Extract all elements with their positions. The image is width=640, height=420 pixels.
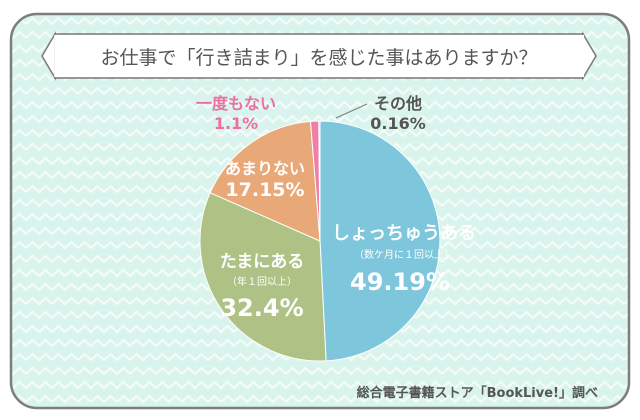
slice-always — [319, 120, 441, 362]
slice-sometimes — [199, 192, 327, 362]
title-box — [54, 33, 584, 79]
slice-value-never: 1.1% — [214, 114, 258, 133]
slice-label-other: その他 — [374, 94, 422, 113]
leader-line-other — [335, 103, 368, 119]
pie-slices — [199, 120, 441, 362]
chart-title: お仕事で「行き詰まり」を感じた事はありますか？ — [100, 47, 537, 69]
slice-value-sometimes: 32.4% — [220, 294, 303, 322]
slice-other — [318, 120, 321, 242]
slice-value-rarely: 17.15% — [225, 179, 304, 201]
slice-label-never: 一度もない — [196, 94, 276, 113]
pie-labels: しょっちゅうある （数ケ月に１回以上） 49.19% たまにある （年１回以上）… — [196, 94, 476, 322]
slice-sublabel-always: （数ケ月に１回以上） — [354, 248, 454, 261]
slice-label-rarely: あまりない — [225, 159, 305, 178]
slice-value-always: 49.19% — [350, 268, 450, 296]
slice-rarely — [209, 120, 321, 242]
slice-label-always: しょっちゅうある — [332, 223, 476, 244]
title-box-seam-left — [54, 35, 57, 77]
slice-value-other: 0.16% — [370, 114, 426, 133]
source-credit: 総合電子書籍ストア「BookLive!」調べ — [357, 385, 598, 401]
title-banner: お仕事で「行き詰まり」を感じた事はありますか？ — [41, 31, 597, 81]
slice-sublabel-sometimes: （年１回以上） — [227, 275, 297, 288]
title-box-seam-right — [582, 35, 584, 77]
slice-label-sometimes: たまにある — [220, 252, 305, 272]
